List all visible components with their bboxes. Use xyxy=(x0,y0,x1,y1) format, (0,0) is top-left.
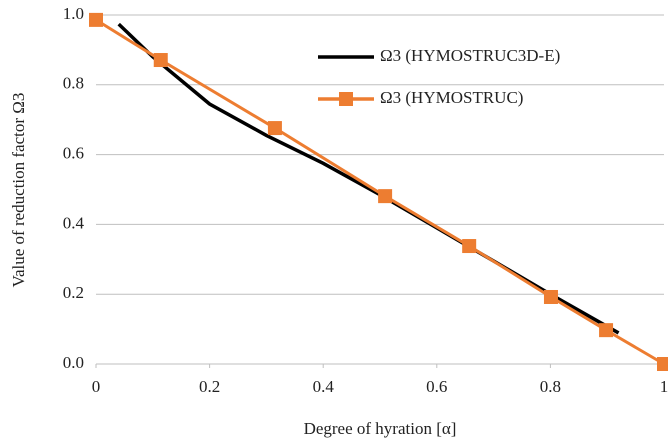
x-tick-label: 0.2 xyxy=(199,377,220,396)
legend-marker xyxy=(339,92,353,106)
y-tick-label: 0.0 xyxy=(63,353,84,372)
series-line xyxy=(95,18,665,366)
y-tick-label: 0.8 xyxy=(63,74,84,93)
marker xyxy=(267,121,282,136)
marker xyxy=(462,239,477,254)
marker xyxy=(153,53,168,68)
x-tick-label: 0 xyxy=(92,377,101,396)
x-tick-label: 1 xyxy=(660,377,668,396)
y-tick-label: 1.0 xyxy=(63,4,84,23)
marker xyxy=(543,289,558,304)
x-tick-label: 0.8 xyxy=(540,377,561,396)
x-axis-title: Degree of hyration [α] xyxy=(304,419,457,438)
y-tick-label: 0.2 xyxy=(63,283,84,302)
y-axis-title: Value of reduction factor Ω3 xyxy=(9,93,28,288)
marker xyxy=(89,12,103,27)
marker xyxy=(599,323,614,338)
marker xyxy=(657,357,668,371)
series-line xyxy=(117,22,620,335)
marker xyxy=(378,189,393,204)
x-tick-label: 0.6 xyxy=(426,377,447,396)
x-tick-label: 0.4 xyxy=(313,377,335,396)
legend-label: Ω3 (HYMOSTRUC) xyxy=(380,88,523,107)
y-tick-label: 0.4 xyxy=(63,213,85,232)
legend-label: Ω3 (HYMOSTRUC3D-E) xyxy=(380,46,560,65)
y-tick-label: 0.6 xyxy=(63,144,84,163)
